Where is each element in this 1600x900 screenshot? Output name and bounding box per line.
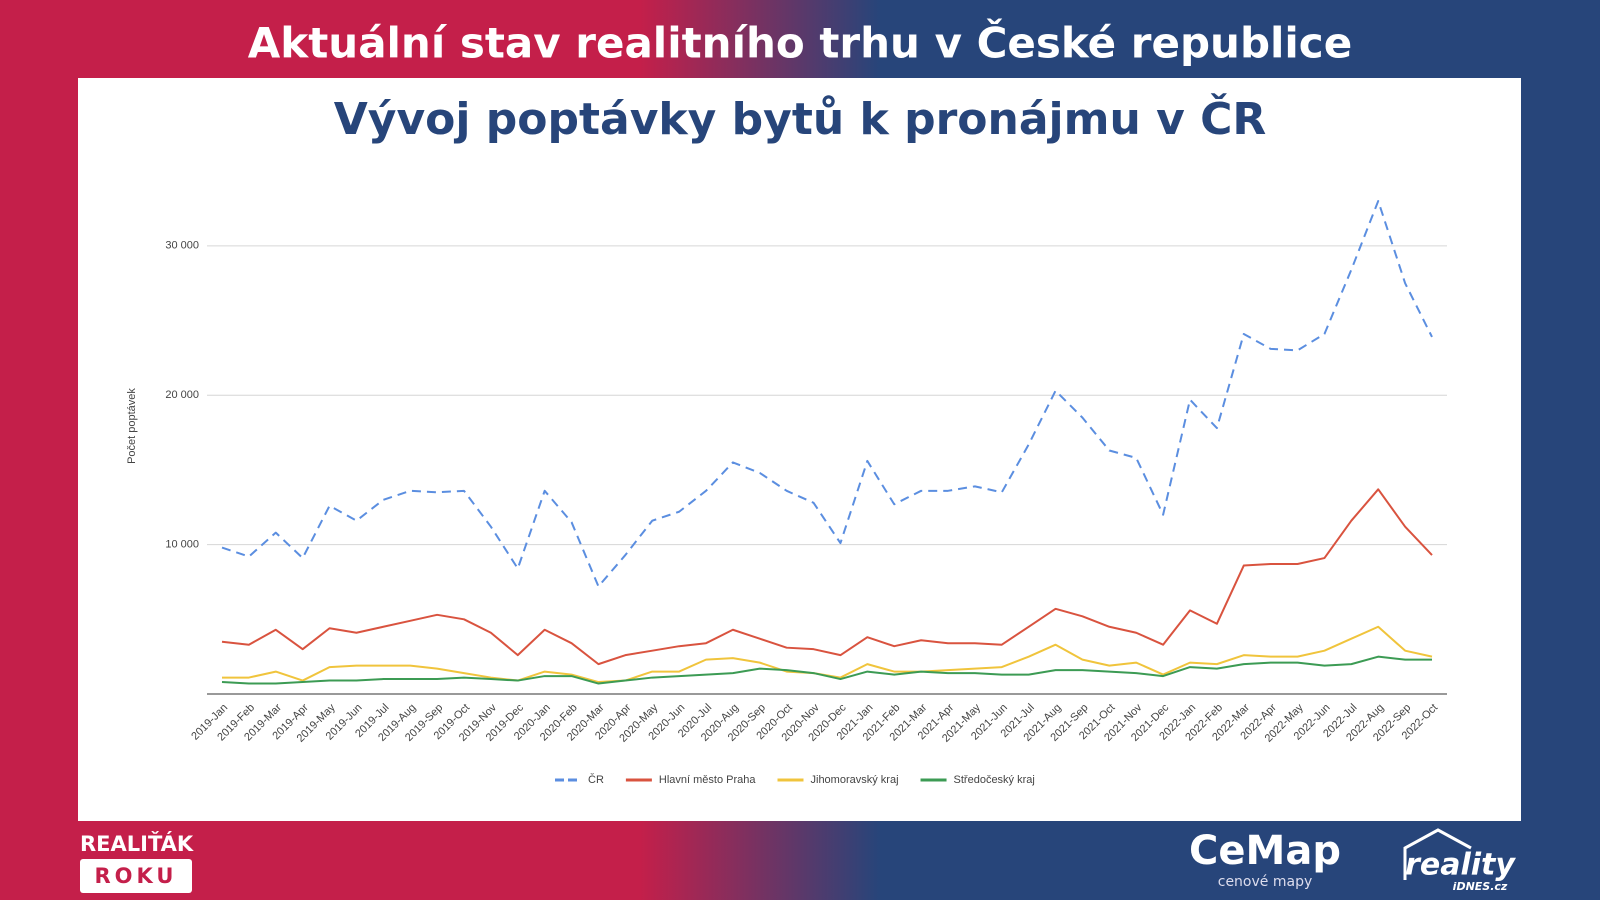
brand-top: REALIŤÁK [80,831,194,856]
y-tick-label: 30 000 [165,240,199,252]
cemap-sub: cenové mapy [1218,874,1313,890]
legend-label: Středočeský kraj [954,774,1035,786]
banner-title: Aktuální stav realitního trhu v České re… [248,18,1352,68]
series-line [221,655,1432,685]
chart-title: Vývoj poptávky bytů k pronájmu v ČR [334,92,1267,145]
series-line [221,488,1433,666]
cemap-logo: CeMap [1189,828,1341,874]
brand-bottom: ROKU [95,864,178,888]
legend-label: Jihomoravský kraj [811,774,899,786]
panel [78,78,1521,821]
y-axis-label: Počet poptávek [126,388,138,464]
reality-sub: iDNES.cz [1453,880,1508,893]
brand-box [80,859,192,893]
y-tick-label: 20 000 [165,389,199,401]
reality-roof [1403,828,1472,880]
legend-label: Hlavní město Praha [659,774,756,786]
y-tick-label: 10 000 [165,539,199,551]
legend-label: ČR [588,773,604,786]
reality-logo: reality [1405,848,1516,883]
